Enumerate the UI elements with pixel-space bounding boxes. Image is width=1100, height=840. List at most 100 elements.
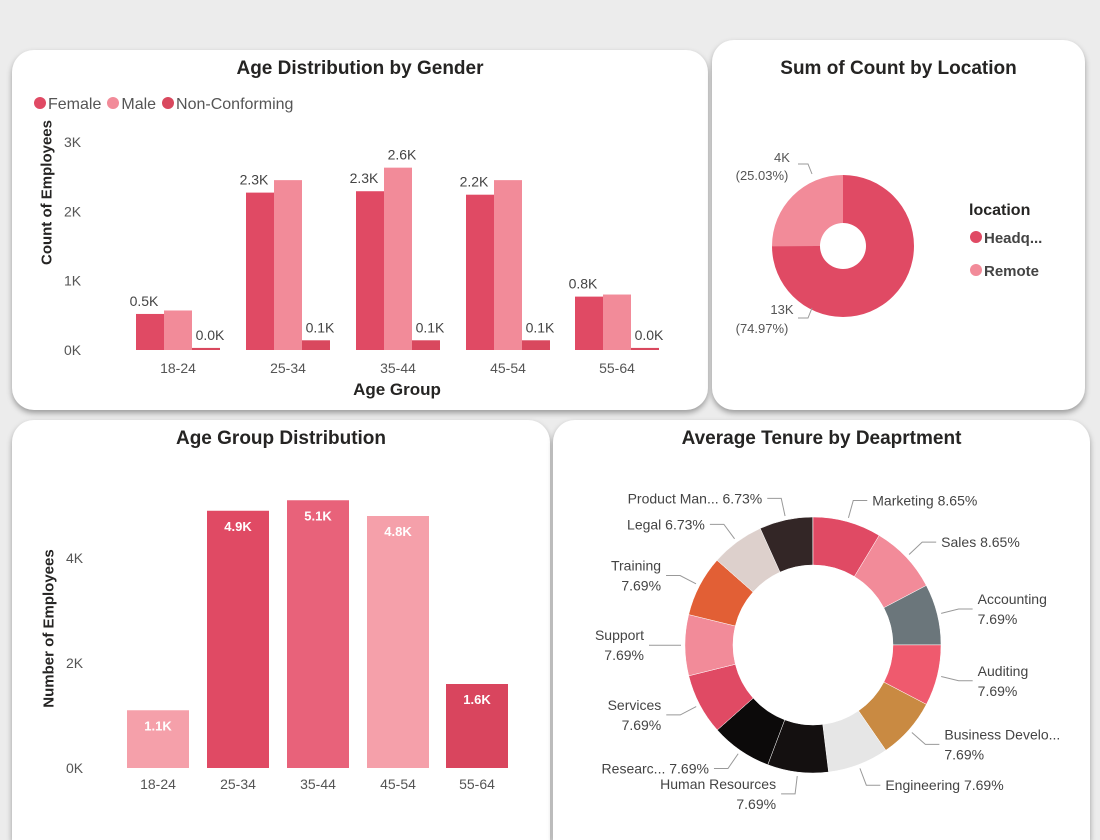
x-tick-label: 18-24	[140, 776, 176, 792]
data-label: Product Man... 6.73%	[628, 490, 763, 506]
tenure-donut: Marketing 8.65% Sales 8.65% Accounting 7.69…	[553, 420, 1090, 840]
data-label: 2.3K	[350, 170, 379, 186]
x-tick-label: 35-44	[380, 360, 416, 376]
data-label: Accounting	[978, 591, 1047, 607]
data-label: 7.69%	[978, 611, 1018, 627]
leader-line	[941, 676, 972, 680]
y-tick-label: 4K	[66, 550, 84, 566]
legend-dot	[970, 264, 982, 276]
x-tick-label: 25-34	[220, 776, 256, 792]
y-axis-title: Count of Employees	[39, 103, 56, 283]
leader-line	[860, 768, 880, 785]
data-label: 0.0K	[196, 327, 225, 343]
x-tick-label: 18-24	[160, 360, 196, 376]
bar-female	[246, 193, 274, 350]
x-tick-label: 45-54	[380, 776, 416, 792]
legend-item-headquarters[interactable]: Headq...	[970, 230, 1042, 247]
y-tick-label: 1K	[64, 273, 82, 289]
data-label: Marketing 8.65%	[872, 493, 977, 509]
data-label: 7.69%	[978, 683, 1018, 699]
data-label: 0.5K	[130, 293, 159, 309]
data-label: 4.9K	[224, 519, 252, 534]
bar-female	[575, 297, 603, 350]
bar-male	[384, 168, 412, 350]
leader-line	[710, 524, 735, 538]
data-label: 2.6K	[388, 147, 417, 163]
leader-line	[781, 776, 797, 794]
data-label: 5.1K	[304, 508, 332, 523]
data-label: 7.69%	[736, 796, 776, 812]
data-label: 7.69%	[944, 746, 984, 762]
data-label: 7.69%	[604, 647, 644, 663]
leader-line	[714, 754, 738, 769]
data-label: Services	[608, 697, 662, 713]
x-tick-label: 55-64	[459, 776, 495, 792]
data-label: 4K	[774, 150, 790, 165]
data-label: Auditing	[978, 663, 1029, 679]
legend-dot	[970, 231, 982, 243]
leader-line	[666, 707, 696, 715]
data-label: 0.1K	[416, 319, 445, 335]
data-label: Sales 8.65%	[941, 534, 1020, 550]
bar-male	[494, 180, 522, 350]
data-label: 0.1K	[526, 319, 555, 335]
data-label: 2.3K	[240, 172, 269, 188]
bar-female	[136, 314, 164, 350]
data-label: 0.0K	[635, 327, 664, 343]
slice-remote	[772, 175, 843, 246]
y-tick-label: 2K	[66, 655, 84, 671]
data-label: (74.97%)	[736, 321, 789, 336]
data-label: 13K	[770, 302, 793, 317]
x-tick-label: 55-64	[599, 360, 635, 376]
data-label: 0.1K	[306, 319, 335, 335]
x-tick-label: 25-34	[270, 360, 306, 376]
data-label: 7.69%	[622, 717, 662, 733]
y-axis-title: Number of Employees	[41, 534, 58, 724]
location-panel: Sum of Count by Location 4K(25.03%)13K(7…	[712, 40, 1085, 410]
x-axis-title: Age Group	[312, 380, 482, 400]
data-label: 7.69%	[621, 578, 661, 594]
bar	[207, 511, 269, 768]
leader-line	[798, 164, 812, 174]
leader-line	[909, 542, 936, 554]
bar-non-conforming	[522, 340, 550, 350]
data-label: 2.2K	[460, 174, 489, 190]
bar-male	[164, 310, 192, 350]
leader-line	[848, 501, 867, 518]
leader-line	[941, 609, 972, 613]
age-gender-chart: 0K 1K 2K 3K 18-24 0.5K 0.0K 25-34 2.3K 0.1K 35-44 2…	[12, 50, 708, 410]
y-tick-label: 0K	[66, 760, 84, 776]
y-tick-label: 0K	[64, 342, 82, 358]
data-label: 4.8K	[384, 524, 412, 539]
bar	[287, 500, 349, 768]
y-tick-label: 3K	[64, 134, 82, 150]
data-label: 0.8K	[569, 276, 598, 292]
data-label: Engineering 7.69%	[885, 777, 1003, 793]
legend-item-remote[interactable]: Remote	[970, 263, 1039, 280]
data-label: Training	[611, 558, 661, 574]
bar-female	[466, 195, 494, 350]
y-tick-label: 2K	[64, 203, 82, 219]
location-donut: 4K(25.03%)13K(74.97%)	[712, 40, 1085, 410]
bar-non-conforming	[412, 340, 440, 350]
data-label: Legal 6.73%	[627, 516, 705, 532]
age-group-chart: 0K2K4K1.1K18-244.9K25-345.1K35-444.8K45-…	[12, 420, 550, 840]
data-label: Human Resources	[660, 776, 776, 792]
bar-non-conforming	[192, 348, 220, 350]
data-label: Researc... 7.69%	[602, 761, 709, 777]
x-tick-label: 45-54	[490, 360, 526, 376]
data-label: 1.6K	[463, 692, 491, 707]
bar-male	[274, 180, 302, 350]
bar-male	[603, 295, 631, 350]
leader-line	[798, 308, 812, 318]
bar-female	[356, 191, 384, 350]
data-label: Business Develo...	[944, 726, 1060, 742]
tenure-panel: Average Tenure by Deaprtment Marketing 8…	[553, 420, 1090, 840]
leader-line	[767, 498, 785, 516]
leader-line	[912, 732, 939, 744]
bar	[367, 516, 429, 768]
bar-non-conforming	[302, 340, 330, 350]
leader-line	[666, 576, 696, 584]
x-tick-label: 35-44	[300, 776, 336, 792]
